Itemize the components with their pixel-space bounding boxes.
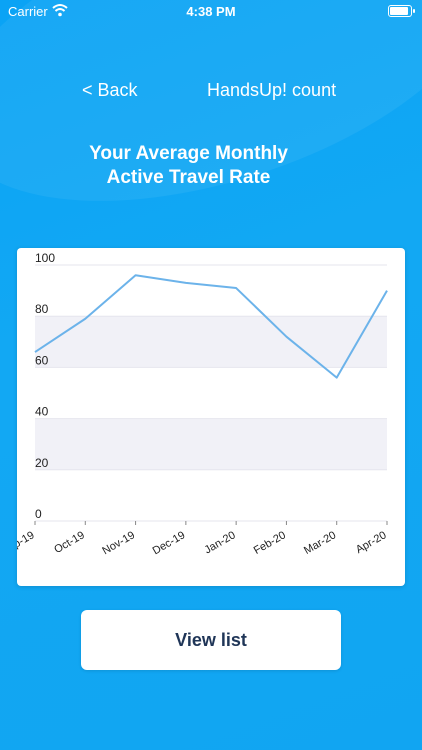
view-list-button[interactable]: View list: [81, 610, 341, 670]
y-tick-label: 40: [35, 405, 49, 419]
back-button[interactable]: < Back: [82, 80, 138, 100]
page-title-line2: Active Travel Rate: [106, 167, 271, 188]
battery-fill: [390, 7, 409, 15]
grid-band: [35, 418, 387, 470]
x-tick-label: Apr-20: [354, 529, 389, 556]
y-tick-label: 0: [35, 507, 42, 521]
series-line: [34, 274, 388, 379]
line-chart: 0 20 40 60 80 100 Sep-19 Oct-19 Nov-19 Dec-19 Jan-…: [17, 251, 389, 557]
x-tick-label: Sep-19: [17, 529, 37, 557]
x-tick-label: Jan-20: [203, 529, 238, 556]
x-tick-label: Oct-19: [52, 529, 87, 556]
x-tick-label: Mar-20: [302, 529, 338, 557]
page-title: Your Average Monthly Active Travel Rate: [0, 142, 377, 190]
status-time: 4:38 PM: [186, 4, 236, 19]
view-list-label: View list: [175, 629, 247, 650]
nav-title: HandsUp! count: [207, 80, 337, 100]
battery-icon: [388, 5, 415, 17]
status-bar: Carrier 4:38 PM: [0, 0, 422, 22]
y-tick-label: 60: [35, 353, 49, 367]
x-tick-label: Nov-19: [100, 529, 137, 557]
x-tick-label: Feb-20: [252, 529, 288, 557]
grid-band: [35, 316, 387, 368]
y-tick-label: 100: [35, 251, 55, 265]
y-tick-label: 20: [35, 456, 49, 470]
wifi-icon: [52, 4, 68, 17]
carrier-label: Carrier: [8, 4, 48, 19]
page-title-line1: Your Average Monthly: [89, 143, 288, 164]
background-wave: [0, 0, 422, 261]
x-tick-label: Dec-19: [151, 529, 188, 557]
y-tick-label: 80: [35, 302, 49, 316]
chart-card: 0 20 40 60 80 100 Sep-19 Oct-19 Nov-19 Dec-19 Jan-…: [17, 248, 405, 586]
